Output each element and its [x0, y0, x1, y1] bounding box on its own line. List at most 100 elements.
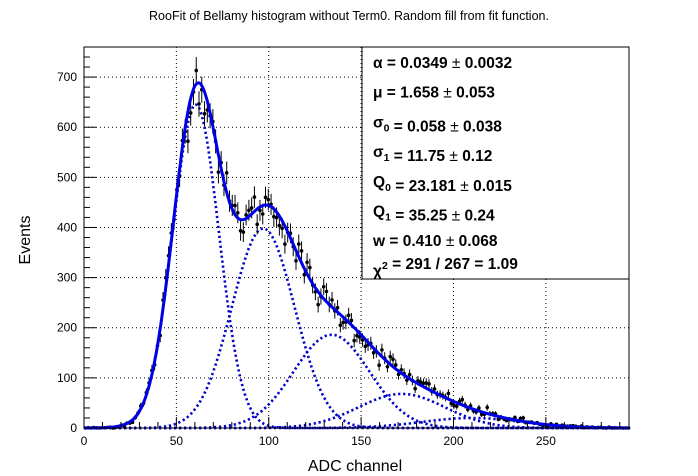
x-axis-label: ADC channel: [308, 458, 402, 475]
param-value: 11.75: [407, 148, 445, 165]
data-point: [352, 338, 356, 343]
fit-param-line: Q1 = 35.25 ± 0.24: [373, 204, 495, 225]
stats-box: α = 0.0349 ± 0.0032 μ = 1.658 ± 0.053 σ0 =…: [361, 46, 630, 280]
data-point: [321, 284, 326, 289]
data-point: [249, 206, 254, 210]
data-point: [296, 242, 301, 246]
data-point: [349, 318, 354, 323]
data-point: [308, 265, 312, 270]
data-point: [238, 228, 243, 233]
data-point: [247, 208, 251, 213]
param-value: 0.410: [403, 233, 442, 250]
data-point: [338, 323, 343, 327]
x-tick-label: 250: [536, 434, 556, 448]
data-point: [305, 260, 309, 265]
data-point: [302, 272, 307, 277]
param-symbol: σ: [373, 114, 384, 131]
param-error: 0.068: [459, 233, 498, 250]
param-value: 23.181: [409, 178, 457, 195]
fit-param-line: α = 0.0349 ± 0.0032: [373, 55, 512, 72]
y-tick-label: 500: [57, 170, 77, 184]
data-point: [521, 416, 526, 420]
param-value: 291 / 267 = 1.09: [405, 256, 518, 273]
grid-lines: [84, 47, 629, 428]
data-point: [371, 350, 376, 355]
data-point: [280, 226, 284, 231]
data-point: [393, 363, 398, 367]
data-point: [258, 208, 262, 213]
data-point: [446, 391, 451, 396]
data-point: [477, 406, 481, 410]
param-value: 35.25: [409, 208, 448, 225]
data-point: [485, 405, 490, 410]
fit-curve: [84, 81, 629, 430]
data-point: [324, 289, 329, 294]
data-point: [391, 357, 395, 361]
data-point: [283, 242, 287, 246]
x-tick-label: 0: [81, 434, 88, 448]
data-point: [294, 258, 298, 263]
data-point: [236, 210, 240, 215]
data-point: [363, 344, 368, 349]
data-point: [277, 223, 282, 228]
param-symbol: Q: [373, 174, 385, 191]
param-symbol: σ: [373, 144, 384, 161]
param-symbol: α: [373, 55, 383, 72]
x-tick-label: 200: [443, 434, 463, 448]
data-point: [272, 214, 276, 219]
y-tick-label: 300: [57, 271, 77, 285]
data-point: [299, 249, 304, 253]
y-tick-label: 0: [70, 421, 77, 435]
data-point: [421, 381, 426, 386]
data-point: [449, 401, 453, 406]
fit-param-line: σ0 = 0.058 ± 0.038: [373, 114, 502, 135]
x-tick-label: 50: [170, 434, 184, 448]
data-point: [413, 386, 417, 391]
data-point: [377, 363, 381, 368]
y-tick-label: 700: [57, 70, 77, 84]
y-tick-label: 600: [57, 120, 77, 134]
data-point: [202, 111, 207, 116]
param-symbol: μ: [373, 85, 382, 102]
param-subscript: 0: [385, 182, 391, 194]
data-point: [335, 305, 340, 310]
data-point: [316, 302, 320, 307]
data-point: [252, 195, 257, 199]
data-point: [346, 313, 351, 318]
data-point: [452, 403, 456, 408]
data-point: [496, 417, 501, 422]
data-point: [385, 365, 390, 369]
data-point: [454, 404, 459, 408]
data-point: [224, 170, 229, 175]
fit-param-line: μ = 1.658 ± 0.053: [373, 85, 495, 102]
data-point: [216, 170, 221, 174]
data-point: [194, 68, 199, 73]
fit-param-line: χ2 = 291 / 267 = 1.09: [373, 256, 518, 280]
data-point: [330, 298, 334, 302]
param-error: 0.24: [465, 208, 496, 225]
data-point: [380, 348, 384, 352]
data-point: [244, 213, 248, 217]
data-point: [418, 380, 423, 384]
param-symbol: w: [372, 233, 386, 250]
x-tick-label: 150: [351, 434, 371, 448]
y-tick-label: 100: [57, 371, 77, 385]
param-error: 0.053: [456, 85, 495, 102]
param-subscript: 1: [384, 152, 390, 164]
param-error: 0.038: [463, 118, 502, 135]
param-value: 0.0349: [400, 55, 448, 72]
data-point: [274, 215, 279, 220]
data-point: [255, 222, 259, 227]
data-point: [233, 203, 237, 208]
data-point: [427, 382, 431, 386]
data-point: [424, 381, 429, 385]
data-point: [197, 102, 201, 106]
data-point: [432, 387, 437, 391]
fit-param-line: Q0 = 23.181 ± 0.015: [373, 174, 512, 195]
chart-title: RooFit of Bellamy histogram without Term…: [149, 9, 549, 23]
param-value: 0.058: [407, 118, 446, 135]
data-point: [188, 111, 193, 115]
data-point: [388, 354, 393, 359]
param-error: 0.015: [473, 178, 512, 195]
